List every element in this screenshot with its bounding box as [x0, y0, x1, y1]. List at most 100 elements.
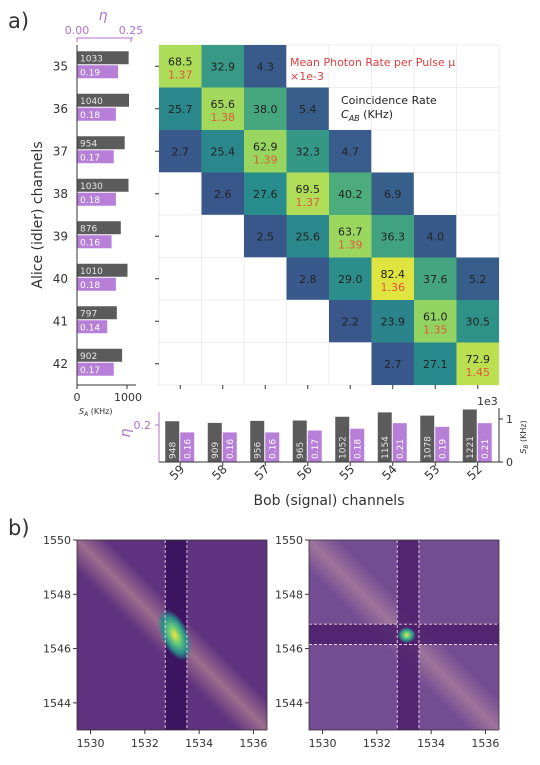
eta-axis-label-left: η — [118, 428, 134, 437]
heatmap-cell-empty — [158, 257, 202, 301]
heatmap-cell-value: 25.6 — [296, 230, 321, 243]
heatmap-cell-empty — [328, 87, 372, 131]
mu-value-label: 1.36 — [381, 281, 406, 294]
alice-singles-bar — [77, 51, 129, 65]
bob-channel-label: 54 — [379, 462, 400, 483]
bob-eta-bar — [350, 428, 365, 462]
bob-singles-label: 948 — [168, 442, 178, 459]
heatmap-cell-value: 32.3 — [296, 145, 321, 158]
bob-singles-label: 965 — [296, 442, 306, 459]
heatmap-cell-value: 23.9 — [381, 315, 406, 328]
heatmap-cell — [286, 130, 329, 173]
spectrum-x-tick-label: 1534 — [417, 737, 445, 750]
sb-axis-label: SB (KHz) — [519, 420, 530, 453]
bob-singles-bars: 1e3 948 0.16 909 0.16 956 0.16 965 0.17 1052 0.18… — [118, 395, 530, 509]
heatmap-cell-empty — [286, 342, 330, 386]
bob-eta-label: 0.16 — [183, 439, 193, 459]
alice-axis-label: Alice (idler) channels — [30, 141, 46, 288]
spectrum-x-tick-label: 1530 — [309, 737, 337, 750]
eta-tick-label-02: 0.2 — [134, 419, 152, 432]
heatmap-cell-empty — [158, 299, 202, 343]
bob-eta-label: 0.21 — [396, 439, 406, 459]
heatmap-x-ticks — [179, 385, 479, 389]
heatmap-cell-value: 27.1 — [423, 358, 448, 371]
mu-value-label: 1.35 — [423, 323, 448, 336]
heatmap-cell-value: 37.6 — [423, 273, 448, 286]
bob-eta-label: 0.18 — [353, 439, 363, 459]
bob-singles-label: 956 — [253, 442, 263, 459]
heatmap-cell-value: 29.0 — [338, 273, 363, 286]
bob-x-ticks: 59 58 57 56 55 54 53 52 — [167, 462, 485, 483]
alice-singles-label: 1033 — [80, 54, 103, 64]
heatmap-cell-empty — [456, 172, 500, 216]
heatmap-cell-empty — [201, 214, 245, 258]
heatmap-cell — [456, 257, 499, 300]
heatmap-cell-empty — [286, 44, 330, 88]
bob-singles-label: 1221 — [466, 436, 476, 459]
heatmap-cell — [329, 130, 372, 173]
alice-eta-bar — [77, 150, 114, 164]
alice-singles-label: 954 — [80, 139, 97, 149]
heatmap-cell — [414, 342, 457, 385]
filter-shade-left — [77, 540, 166, 730]
heatmap-cell — [244, 87, 287, 130]
spectrum-x-tick-label: 1530 — [77, 737, 105, 750]
sa-tick-label-0: 0 — [74, 391, 81, 404]
heatmap-cell — [286, 172, 329, 215]
heatmap-cell — [201, 87, 244, 130]
bob-singles-label: 1078 — [423, 436, 433, 459]
alice-singles-bars: η 0.00 0.25 1033 0.19 1040 0.18 954 0.17 1030 0… — [30, 8, 143, 418]
alice-eta-bar — [77, 320, 108, 334]
heatmap-cell — [414, 215, 457, 258]
heatmap-cell-value: 4.7 — [342, 145, 360, 158]
spectrum-y-tick-label: 1550 — [275, 534, 303, 547]
panel-label-b: b) — [8, 516, 30, 540]
bob-singles-label: 1154 — [381, 436, 391, 459]
heatmap-cell — [244, 45, 287, 88]
heatmap-cell-empty — [158, 214, 202, 258]
spectrum-frame — [308, 539, 500, 731]
heatmap-cell-empty — [456, 129, 500, 173]
alice-singles-label: 876 — [80, 224, 97, 234]
bob-eta-label: 0.19 — [438, 439, 448, 459]
alice-singles-label: 797 — [80, 309, 97, 319]
eta-axis-label-top: η — [99, 8, 108, 24]
bob-singles-bar — [250, 420, 265, 462]
bob-eta-label: 0.17 — [311, 439, 321, 459]
heatmap-cell-value: 2.5 — [257, 230, 275, 243]
heatmap-cell — [414, 257, 457, 300]
bob-eta-bar — [392, 423, 407, 462]
bob-eta-bar — [435, 426, 450, 462]
heatmap-cell — [371, 342, 414, 385]
spectrum-y-tick-label: 1546 — [43, 643, 71, 656]
heatmap-cell-value: 25.7 — [168, 103, 193, 116]
heatmap-cell — [329, 215, 372, 258]
bob-channel-label: 58 — [209, 462, 230, 483]
spectrum-x-tick-label: 1532 — [363, 737, 391, 750]
spectrum-y-tick-label: 1548 — [275, 588, 303, 601]
heatmap-cell-empty — [456, 87, 500, 131]
heatmap-cell-value: 32.9 — [211, 60, 236, 73]
bob-channel-label: 59 — [167, 462, 188, 483]
heatmap-cell — [201, 45, 244, 88]
alice-eta-label: 0.17 — [80, 366, 100, 376]
bob-channel-label: 55 — [337, 462, 358, 483]
bob-eta-bar — [180, 432, 195, 462]
alice-singles-label: 1010 — [80, 267, 103, 277]
alice-bar-groups: 1033 0.19 1040 0.18 954 0.17 1030 0.18 876 0.16 10… — [77, 51, 129, 376]
bob-eta-bar — [307, 430, 322, 462]
coincidence-title: Coincidence Rate — [341, 94, 437, 107]
eta-tick-label-025: 0.25 — [119, 24, 144, 37]
heatmap-cell-value: 5.2 — [469, 273, 487, 286]
heatmap-y-ticks: 35 36 37 38 39 40 41 42 — [53, 59, 159, 371]
spectrum-y-tick-label: 1544 — [43, 697, 71, 710]
alice-eta-label: 0.16 — [80, 238, 100, 248]
heatmap-cell — [371, 300, 414, 343]
heatmap-cell-value: 2.8 — [299, 273, 317, 286]
bob-channel-label: 57 — [252, 462, 273, 483]
heatmap-cell-empty — [328, 44, 372, 88]
mu-value-label: 1.45 — [466, 366, 491, 379]
